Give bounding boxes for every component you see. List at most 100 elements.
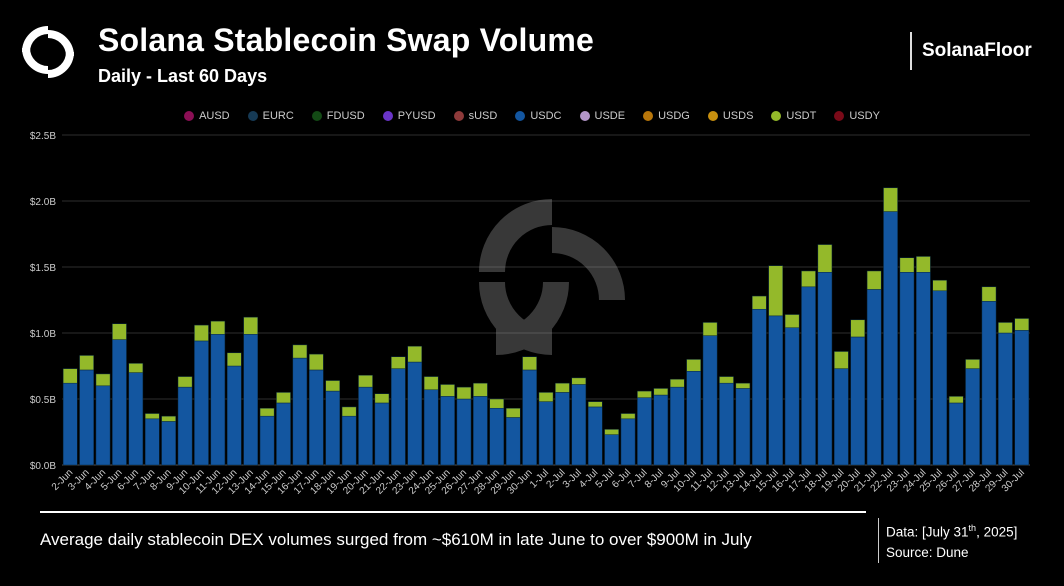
bar-usdt-29-Jul[interactable] (998, 322, 1013, 334)
bar-usdc-16-Jun[interactable] (292, 357, 308, 466)
bar-usdt-2-Jul[interactable] (555, 382, 570, 393)
bar-usdc-28-Jun[interactable] (489, 407, 505, 466)
bar-usdt-13-Jun[interactable] (243, 316, 258, 335)
bar-usdc-18-Jul[interactable] (817, 272, 833, 466)
bar-usdt-13-Jul[interactable] (735, 382, 751, 389)
bar-usdc-4-Jul[interactable] (587, 406, 603, 466)
bar-usdc-27-Jun[interactable] (473, 396, 488, 466)
bar-usdt-16-Jun[interactable] (292, 344, 308, 359)
bar-usdt-7-Jul[interactable] (637, 390, 652, 398)
bar-usdc-26-Jun[interactable] (456, 398, 472, 466)
bar-usdt-2-Jun[interactable] (62, 368, 78, 384)
bar-usdc-22-Jul[interactable] (883, 211, 898, 466)
bar-usdc-9-Jul[interactable] (669, 386, 685, 466)
bar-usdc-3-Jun[interactable] (79, 369, 94, 466)
bar-usdt-24-Jun[interactable] (423, 376, 439, 391)
bar-usdt-27-Jul[interactable] (965, 359, 980, 369)
bar-usdt-8-Jul[interactable] (653, 388, 669, 396)
bar-usdt-8-Jun[interactable] (161, 415, 176, 422)
legend-item-fdusd[interactable]: FDUSD (311, 110, 365, 122)
bar-usdc-29-Jul[interactable] (998, 332, 1013, 466)
bar-usdt-14-Jun[interactable] (259, 407, 275, 417)
bar-usdt-28-Jun[interactable] (489, 398, 505, 409)
bar-usdt-22-Jul[interactable] (883, 187, 898, 212)
bar-usdt-4-Jul[interactable] (587, 401, 603, 408)
bar-usdc-10-Jun[interactable] (194, 340, 209, 466)
bar-usdc-7-Jul[interactable] (637, 397, 652, 466)
bar-usdt-22-Jun[interactable] (391, 356, 406, 369)
bar-usdt-4-Jun[interactable] (95, 373, 111, 387)
bar-usdt-23-Jun[interactable] (407, 345, 423, 363)
bar-usdc-6-Jul[interactable] (620, 418, 636, 466)
bar-usdt-23-Jul[interactable] (899, 257, 915, 273)
bar-usdc-5-Jun[interactable] (112, 339, 127, 466)
bar-usdc-22-Jun[interactable] (391, 368, 406, 466)
bar-usdt-12-Jun[interactable] (226, 352, 242, 367)
bar-usdt-20-Jun[interactable] (358, 374, 373, 388)
bar-usdc-11-Jun[interactable] (210, 334, 226, 466)
bar-usdc-13-Jul[interactable] (735, 388, 751, 466)
bar-usdt-27-Jun[interactable] (473, 382, 488, 397)
bar-usdc-30-Jun[interactable] (522, 369, 537, 466)
bar-usdc-14-Jul[interactable] (751, 308, 767, 466)
bar-usdc-2-Jul[interactable] (555, 392, 570, 466)
bar-usdt-21-Jul[interactable] (866, 270, 882, 290)
bar-usdc-2-Jun[interactable] (62, 382, 78, 466)
bar-usdt-25-Jun[interactable] (440, 384, 455, 397)
bar-usdt-18-Jun[interactable] (325, 380, 341, 392)
bar-usdc-1-Jul[interactable] (538, 401, 554, 466)
bar-usdt-19-Jul[interactable] (834, 351, 849, 369)
bar-usdc-27-Jul[interactable] (965, 368, 980, 466)
bar-usdc-5-Jul[interactable] (604, 434, 619, 466)
bar-usdc-30-Jul[interactable] (1014, 330, 1030, 466)
bar-usdt-11-Jun[interactable] (210, 320, 226, 335)
bar-usdc-28-Jul[interactable] (981, 301, 997, 466)
bar-usdc-17-Jun[interactable] (309, 369, 324, 466)
bar-usdt-24-Jul[interactable] (916, 256, 931, 273)
bar-usdc-3-Jul[interactable] (571, 384, 587, 466)
bar-usdt-6-Jul[interactable] (620, 413, 636, 420)
bar-usdt-28-Jul[interactable] (981, 286, 997, 302)
bar-usdc-9-Jun[interactable] (177, 386, 193, 466)
legend-item-usdt[interactable]: USDT (771, 110, 816, 122)
bar-usdc-6-Jun[interactable] (128, 372, 144, 466)
bar-usdc-12-Jul[interactable] (719, 382, 734, 466)
bar-usdc-19-Jul[interactable] (834, 368, 849, 466)
bar-usdt-16-Jul[interactable] (784, 314, 800, 328)
bar-usdt-26-Jun[interactable] (456, 386, 472, 400)
bar-usdc-25-Jun[interactable] (440, 396, 455, 466)
bar-usdt-20-Jul[interactable] (850, 319, 866, 338)
legend-item-usdg[interactable]: USDG (643, 110, 690, 122)
bar-usdt-15-Jul[interactable] (768, 265, 783, 317)
bar-usdc-16-Jul[interactable] (784, 327, 800, 466)
bar-usdc-17-Jul[interactable] (801, 286, 816, 466)
bar-usdt-9-Jul[interactable] (669, 378, 685, 388)
bar-usdt-26-Jul[interactable] (948, 396, 964, 404)
bar-usdc-8-Jul[interactable] (653, 394, 669, 466)
bar-usdc-14-Jun[interactable] (259, 415, 275, 466)
legend-item-usde[interactable]: USDE (579, 110, 625, 122)
bar-usdt-6-Jun[interactable] (128, 363, 144, 373)
bar-usdc-24-Jun[interactable] (423, 389, 439, 466)
bar-usdc-19-Jun[interactable] (341, 415, 357, 466)
bar-usdt-21-Jun[interactable] (374, 393, 390, 404)
bar-usdt-12-Jul[interactable] (719, 376, 734, 384)
bar-usdt-10-Jun[interactable] (194, 324, 209, 342)
bar-usdc-8-Jun[interactable] (161, 421, 176, 466)
legend-item-eurc[interactable]: EURC (247, 110, 294, 122)
bar-usdt-9-Jun[interactable] (177, 376, 193, 388)
bar-usdt-17-Jun[interactable] (309, 353, 324, 371)
bar-usdc-13-Jun[interactable] (243, 334, 258, 466)
bar-usdt-7-Jun[interactable] (144, 413, 160, 420)
bar-usdt-30-Jul[interactable] (1014, 318, 1030, 331)
bar-usdc-23-Jun[interactable] (407, 361, 423, 466)
legend-item-usds[interactable]: USDS (707, 110, 753, 122)
bar-usdt-30-Jun[interactable] (522, 356, 537, 371)
bar-usdc-20-Jun[interactable] (358, 386, 373, 466)
bar-usdc-18-Jun[interactable] (325, 390, 341, 466)
bar-usdc-26-Jul[interactable] (948, 402, 964, 466)
bar-usdt-29-Jun[interactable] (505, 407, 521, 418)
bar-usdc-21-Jun[interactable] (374, 402, 390, 466)
bar-usdt-18-Jul[interactable] (817, 244, 833, 273)
bar-usdc-20-Jul[interactable] (850, 336, 866, 466)
